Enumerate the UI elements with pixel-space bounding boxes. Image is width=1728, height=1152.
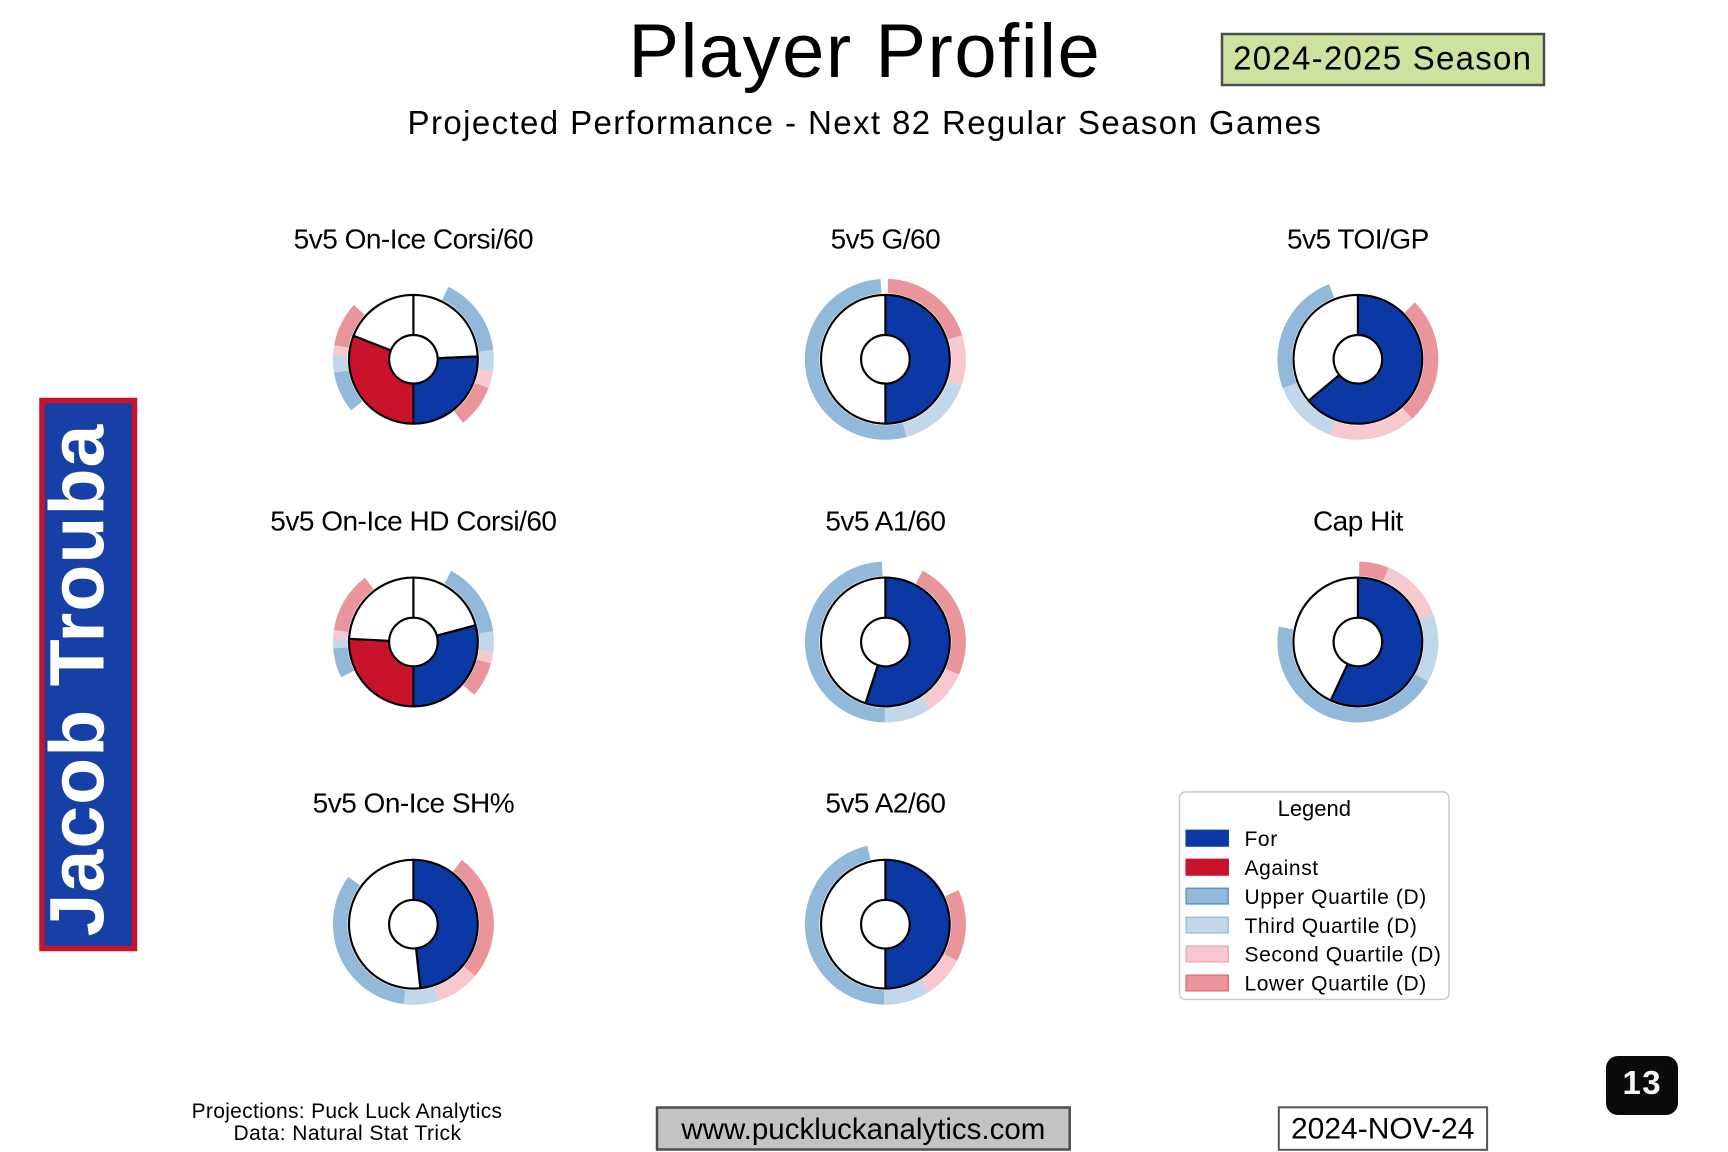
- svg-text:5v5 A2/60: 5v5 A2/60: [825, 788, 945, 819]
- svg-text:www.puckluckanalytics.com: www.puckluckanalytics.com: [680, 1113, 1045, 1146]
- svg-text:Jacob Trouba: Jacob Trouba: [35, 424, 121, 937]
- svg-text:Legend: Legend: [1278, 796, 1351, 821]
- svg-text:Second Quartile (D): Second Quartile (D): [1245, 944, 1442, 967]
- svg-text:Cap Hit: Cap Hit: [1313, 506, 1404, 537]
- svg-text:Upper Quartile (D): Upper Quartile (D): [1245, 886, 1427, 909]
- svg-text:Third Quartile (D): Third Quartile (D): [1245, 915, 1418, 938]
- svg-text:13: 13: [1623, 1064, 1663, 1101]
- svg-text:5v5 G/60: 5v5 G/60: [831, 224, 941, 255]
- svg-text:Against: Against: [1245, 857, 1319, 880]
- svg-text:Lower Quartile (D): Lower Quartile (D): [1245, 973, 1427, 996]
- svg-text:Projected Performance - Next 8: Projected Performance - Next 82 Regular …: [408, 104, 1323, 141]
- svg-text:5v5 A1/60: 5v5 A1/60: [825, 506, 945, 537]
- svg-text:5v5 TOI/GP: 5v5 TOI/GP: [1287, 224, 1429, 255]
- svg-text:For: For: [1245, 828, 1278, 851]
- svg-text:2024-NOV-24: 2024-NOV-24: [1291, 1113, 1474, 1146]
- svg-text:5v5 On-Ice SH%: 5v5 On-Ice SH%: [313, 788, 515, 819]
- svg-text:2024-2025 Season: 2024-2025 Season: [1233, 40, 1532, 77]
- svg-text:5v5 On-Ice HD Corsi/60: 5v5 On-Ice HD Corsi/60: [270, 506, 556, 537]
- svg-text:Player Profile: Player Profile: [628, 9, 1101, 94]
- svg-text:Data: Natural Stat Trick: Data: Natural Stat Trick: [234, 1122, 462, 1145]
- svg-text:Projections: Puck Luck Analyti: Projections: Puck Luck Analytics: [192, 1100, 503, 1123]
- svg-text:5v5 On-Ice Corsi/60: 5v5 On-Ice Corsi/60: [294, 224, 534, 255]
